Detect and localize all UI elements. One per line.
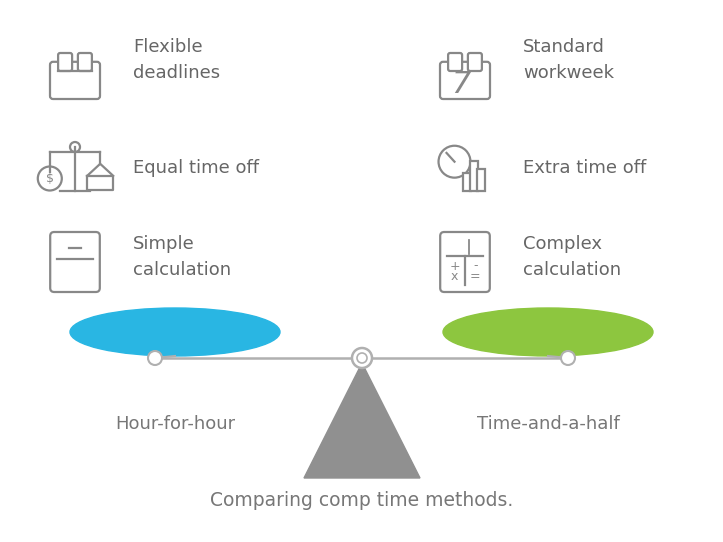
Text: Comparing comp time methods.: Comparing comp time methods. <box>210 491 513 509</box>
Text: Extra time off: Extra time off <box>523 159 646 177</box>
Text: Equal time off: Equal time off <box>133 159 259 177</box>
Text: Flexible
deadlines: Flexible deadlines <box>133 38 220 82</box>
Circle shape <box>70 142 80 152</box>
FancyBboxPatch shape <box>50 232 100 292</box>
FancyBboxPatch shape <box>448 53 462 71</box>
Circle shape <box>38 166 61 190</box>
Bar <box>477 169 485 191</box>
Text: Hour-for-hour: Hour-for-hour <box>115 415 235 433</box>
Ellipse shape <box>70 308 280 356</box>
Text: =: = <box>470 270 481 283</box>
Text: Simple
calculation: Simple calculation <box>133 235 231 279</box>
Text: Standard
workweek: Standard workweek <box>523 38 614 82</box>
Circle shape <box>561 351 575 365</box>
FancyBboxPatch shape <box>58 53 72 71</box>
FancyBboxPatch shape <box>78 53 92 71</box>
Text: -: - <box>473 260 478 273</box>
Text: x: x <box>451 270 458 283</box>
Polygon shape <box>304 363 420 478</box>
Text: Complex
calculation: Complex calculation <box>523 235 621 279</box>
Ellipse shape <box>443 308 653 356</box>
Circle shape <box>148 351 162 365</box>
Text: 7: 7 <box>451 70 471 99</box>
Circle shape <box>357 353 367 363</box>
FancyBboxPatch shape <box>440 232 489 292</box>
FancyBboxPatch shape <box>50 62 100 99</box>
Text: $: $ <box>46 172 54 185</box>
FancyBboxPatch shape <box>440 62 490 99</box>
Bar <box>463 173 471 191</box>
Circle shape <box>352 348 372 368</box>
FancyBboxPatch shape <box>468 53 482 71</box>
Text: +: + <box>449 260 460 273</box>
Text: Time-and-a-half: Time-and-a-half <box>476 415 620 433</box>
Bar <box>470 161 478 191</box>
Circle shape <box>439 146 471 178</box>
